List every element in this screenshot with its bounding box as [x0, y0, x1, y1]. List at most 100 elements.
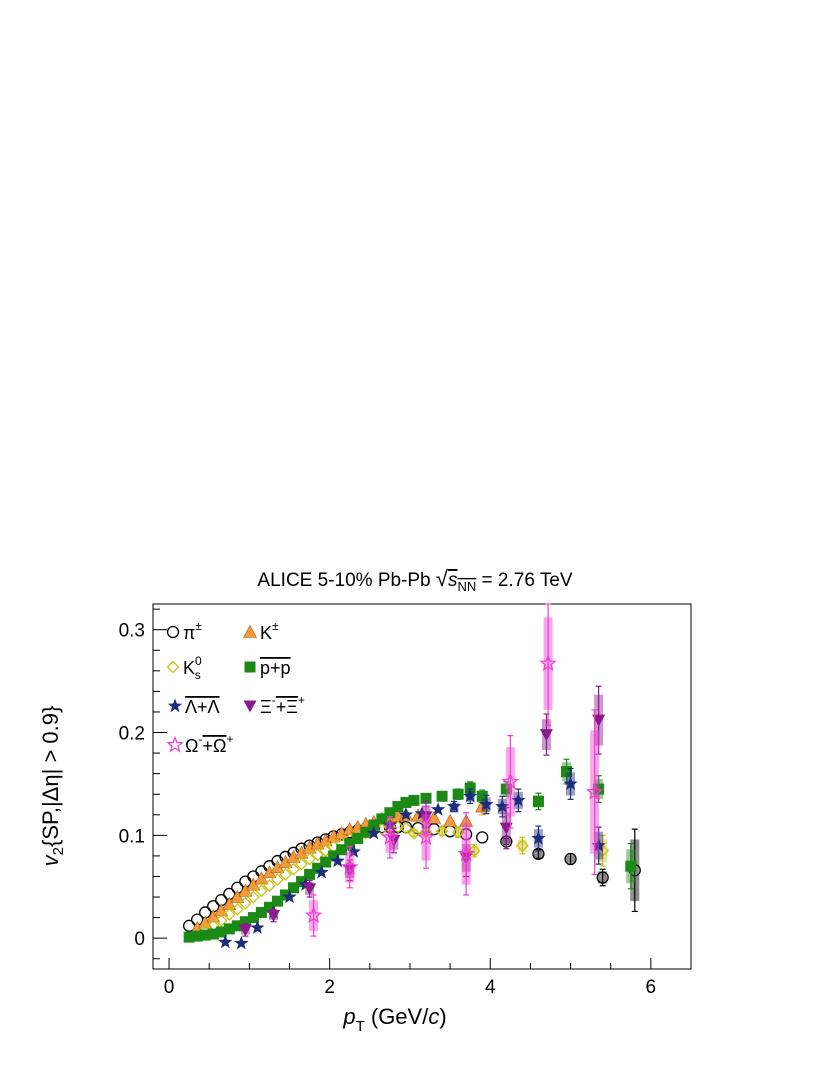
- data-point: [288, 882, 300, 894]
- data-point: [199, 929, 211, 941]
- data-point: [399, 821, 413, 835]
- y-axis-label-sub: 2: [50, 847, 67, 855]
- data-point: [430, 802, 446, 816]
- data-point: [400, 796, 412, 808]
- legend-label-sup2: +: [298, 693, 305, 707]
- data-point: [352, 832, 364, 844]
- legend-label-sup2: +: [226, 732, 233, 746]
- syst-box: [533, 850, 543, 857]
- data-point: [501, 772, 520, 790]
- data-point: [368, 819, 380, 831]
- data-point: [360, 826, 372, 838]
- legend-marker: [166, 625, 180, 639]
- data-point: [238, 924, 252, 937]
- data-point: [282, 889, 297, 904]
- data-point: [239, 916, 251, 928]
- data-point: [447, 799, 462, 813]
- data-point: [476, 790, 488, 802]
- y-tick-label: 0.1: [119, 826, 145, 847]
- legend-entry-4: Λ+Λ: [167, 697, 220, 717]
- data-point: [391, 820, 405, 834]
- syst-box: [505, 747, 515, 817]
- axes-group: 0 2 4 6 0 0.1 0.2 0.3: [119, 608, 656, 998]
- syst-box: [461, 823, 471, 885]
- legend-entry-5: Ξ-+Ξ+: [243, 693, 305, 717]
- data-point: [320, 856, 332, 868]
- data-point: [398, 807, 414, 821]
- data-point: [344, 838, 356, 850]
- data-point: [303, 883, 317, 896]
- data-point: [279, 867, 292, 881]
- data-point: [336, 844, 348, 856]
- data-point: [207, 928, 219, 940]
- legend-label-text: Ξ: [260, 697, 272, 717]
- syst-box: [437, 828, 447, 835]
- data-point: [585, 783, 604, 800]
- title-main: ALICE 5-10% Pb-Pb: [257, 570, 435, 591]
- data-point: [417, 828, 435, 845]
- data-point: [381, 828, 399, 845]
- data-point: [214, 914, 228, 928]
- legend-label: K±: [260, 619, 279, 643]
- data-point: [266, 910, 280, 923]
- legend-marker: [244, 661, 256, 673]
- data-point: [411, 821, 425, 835]
- data-point: [467, 844, 481, 858]
- syst-box: [309, 900, 319, 931]
- data-point: [287, 862, 300, 876]
- syst-box: [469, 846, 479, 856]
- y-tick-label: 0.3: [119, 621, 145, 642]
- data-point: [319, 844, 333, 858]
- data-point: [222, 908, 236, 921]
- data-point: [625, 860, 637, 872]
- data-point: [234, 935, 249, 950]
- data-point: [435, 824, 449, 838]
- data-point: [191, 930, 203, 942]
- data-point: [479, 797, 494, 811]
- data-point: [457, 844, 475, 862]
- data-point: [476, 831, 489, 844]
- syst-box: [409, 830, 419, 836]
- legend-entry-3: p+p: [244, 658, 291, 678]
- syst-box: [590, 730, 600, 854]
- legend-entry-1: K±: [242, 619, 279, 643]
- data-point: [592, 714, 606, 727]
- syst-box: [517, 839, 527, 852]
- data-point: [532, 795, 544, 807]
- data-point: [463, 788, 478, 803]
- data-point: [238, 896, 252, 910]
- data-point: [451, 825, 465, 839]
- data-point: [539, 654, 557, 672]
- legend-label: Ω-+Ω+: [185, 732, 233, 756]
- data-point: [314, 864, 329, 879]
- legend-label: π±: [183, 619, 202, 643]
- data-point: [304, 868, 316, 880]
- data-point: [515, 839, 529, 853]
- legend-label: Ξ-+Ξ+: [260, 693, 305, 717]
- data-point: [376, 813, 388, 825]
- data-point: [296, 876, 308, 888]
- data-point: [593, 783, 605, 795]
- x-axis-label-sub: T: [356, 1018, 365, 1035]
- data-point: [312, 862, 324, 874]
- title-energy: = 2.76 TeV: [476, 570, 573, 591]
- data-point: [255, 906, 267, 918]
- data-point: [328, 850, 340, 862]
- legend-label-text: Ω: [185, 736, 198, 756]
- x-tick-label: 2: [324, 977, 335, 998]
- data-point: [407, 826, 421, 840]
- y-tick-label: 0: [134, 929, 145, 950]
- legend-label: Λ+Λ: [185, 697, 220, 717]
- legend-label-text2: +Ω: [202, 736, 226, 756]
- data-point: [263, 879, 276, 893]
- data-point: [495, 799, 510, 813]
- legend-label-sup: 0: [195, 654, 202, 668]
- data-point: [247, 912, 259, 924]
- data-point: [263, 901, 275, 913]
- y-axis-label: v2{SP,|Δη| > 0.9}: [38, 706, 67, 867]
- legend-marker: [166, 660, 180, 674]
- data-point: [591, 838, 606, 852]
- data-point: [408, 794, 420, 806]
- syst-box: [345, 851, 355, 883]
